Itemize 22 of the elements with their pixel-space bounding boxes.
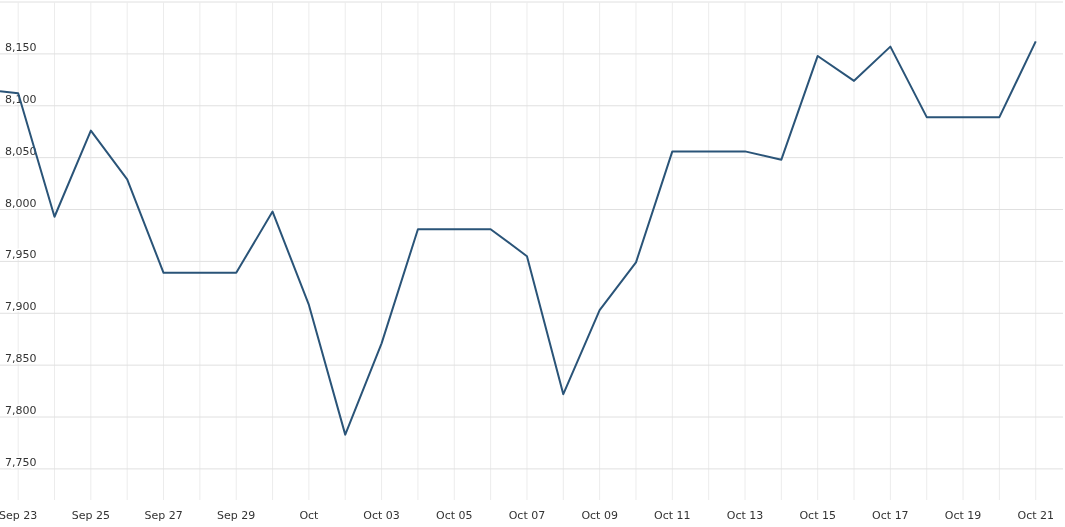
x-tick-label: Oct 17 [872, 509, 909, 522]
x-tick-label: Sep 25 [71, 509, 110, 522]
x-tick-label: Oct 19 [944, 509, 982, 522]
x-tick-label: Oct 21 [1017, 509, 1054, 522]
x-tick-label: Oct 09 [581, 509, 618, 522]
x-tick-label: Sep 27 [144, 509, 183, 522]
y-tick-label: 8,000 [5, 196, 37, 210]
y-tick-label: 7,900 [5, 300, 37, 314]
x-tick-label: Oct 15 [799, 509, 836, 522]
x-tick-label: Oct 03 [363, 509, 400, 522]
x-tick-label: Sep 29 [217, 509, 256, 522]
y-tick-label: 7,850 [5, 352, 37, 366]
y-tick-label: 7,950 [5, 248, 37, 262]
y-tick-label: 8,150 [5, 40, 37, 54]
x-tick-label: Oct [299, 509, 320, 522]
x-tick-label: Oct 13 [726, 509, 764, 522]
x-tick-label: Oct 07 [508, 509, 546, 522]
x-tick-label: Oct 11 [654, 509, 691, 522]
y-tick-label: 7,750 [5, 455, 37, 469]
x-tick-label: Oct 05 [436, 509, 473, 522]
x-tick-label: Sep 23 [0, 509, 38, 522]
y-tick-label: 7,800 [5, 404, 37, 417]
